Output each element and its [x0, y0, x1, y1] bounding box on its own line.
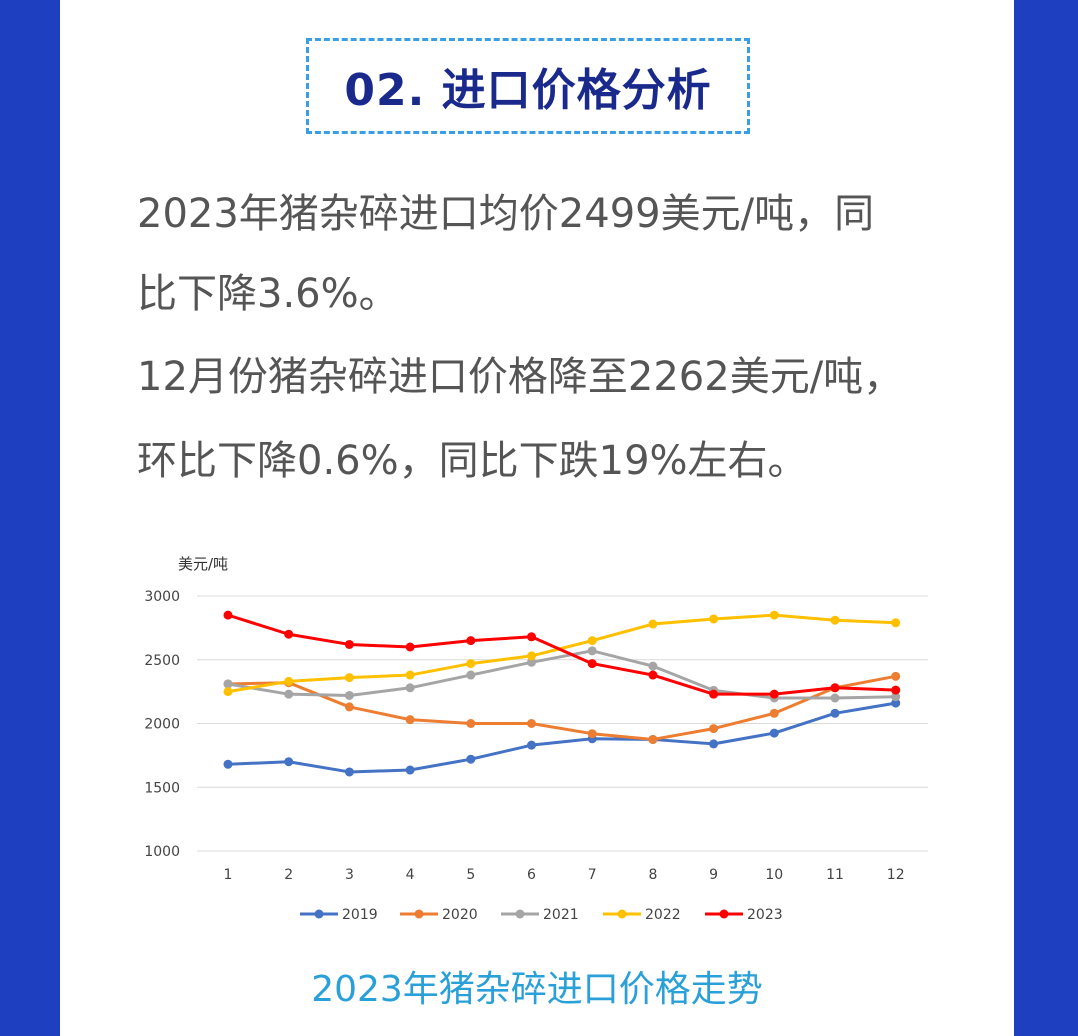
legend-marker-2022: [617, 909, 627, 919]
legend-label-2021: 2021: [543, 907, 579, 923]
y-tick-label: 2500: [144, 653, 180, 669]
legend-marker-2019: [314, 909, 324, 919]
legend-label-2019: 2019: [342, 907, 378, 923]
x-tick-label: 5: [466, 867, 475, 883]
x-tick-label: 8: [648, 867, 657, 883]
data-point-2020: [587, 729, 597, 739]
x-tick-label: 1: [224, 867, 233, 883]
x-tick-label: 3: [345, 867, 354, 883]
data-point-2019: [466, 754, 476, 764]
x-tick-label: 12: [887, 867, 905, 883]
data-point-2019: [284, 757, 294, 767]
section-title: 02. 进口价格分析: [344, 65, 712, 116]
data-point-2023: [891, 685, 901, 695]
data-point-2021: [223, 679, 233, 689]
data-point-2020: [344, 702, 354, 712]
data-point-2022: [466, 659, 476, 669]
data-point-2023: [830, 683, 840, 693]
data-point-2020: [709, 724, 719, 734]
data-point-2023: [344, 639, 354, 649]
data-point-2019: [344, 767, 354, 777]
x-tick-label: 11: [826, 867, 844, 883]
data-point-2020: [648, 734, 658, 744]
data-point-2022: [223, 687, 233, 697]
data-point-2023: [527, 632, 536, 642]
data-point-2021: [587, 646, 597, 656]
paragraph-line-3: 12月份猪杂碎进口价格降至2262美元/吨，: [137, 354, 904, 400]
data-point-2023: [223, 610, 233, 620]
data-point-2022: [830, 615, 840, 625]
data-point-2022: [344, 673, 354, 683]
legend-label-2020: 2020: [442, 907, 478, 923]
x-tick-label: 10: [765, 867, 783, 883]
x-tick-label: 2: [284, 867, 293, 883]
data-point-2020: [466, 719, 476, 728]
data-point-2019: [891, 698, 901, 708]
y-tick-label: 3000: [144, 589, 180, 605]
data-point-2019: [830, 708, 840, 718]
data-point-2021: [830, 693, 840, 703]
data-point-2020: [769, 708, 779, 718]
paragraph-line-4: 环比下降0.6%，同比下跌19%左右。: [137, 438, 808, 484]
legend-label-2023: 2023: [747, 907, 783, 923]
series-line-2019: [227, 701, 896, 774]
data-point-2023: [587, 659, 597, 669]
legend-marker-2023: [719, 909, 729, 919]
data-point-2019: [223, 759, 233, 769]
legend-label-2022: 2022: [645, 907, 681, 923]
legend-marker-2020: [414, 909, 424, 919]
y-tick-label: 1500: [144, 780, 180, 796]
data-point-2021: [527, 657, 536, 667]
data-point-2023: [709, 689, 719, 699]
data-point-2019: [769, 728, 779, 738]
section-title-box: 02. 进口价格分析: [306, 38, 750, 134]
data-point-2022: [891, 618, 901, 628]
data-point-2020: [891, 671, 901, 681]
paragraph-line-2: 比下降3.6%。: [137, 271, 399, 317]
chart-caption: 2023年猪杂碎进口价格走势: [311, 969, 763, 1010]
x-tick-label: 9: [709, 867, 718, 883]
data-point-2022: [709, 614, 719, 624]
data-point-2021: [405, 683, 415, 693]
data-point-2022: [769, 610, 779, 620]
paragraph-line-1: 2023年猪杂碎进口均价2499美元/吨，同: [137, 191, 875, 237]
content-panel: 02. 进口价格分析 2023年猪杂碎进口均价2499美元/吨，同 比下降3.6…: [60, 0, 1014, 1036]
x-tick-label: 7: [588, 867, 597, 883]
data-point-2021: [284, 689, 294, 699]
y-tick-label: 1000: [144, 844, 180, 860]
data-point-2022: [405, 670, 415, 680]
data-point-2020: [527, 719, 536, 728]
data-point-2021: [466, 670, 476, 680]
data-point-2019: [527, 740, 536, 750]
x-tick-label: 4: [406, 867, 415, 883]
data-point-2020: [405, 715, 415, 725]
x-tick-label: 6: [527, 867, 536, 883]
y-tick-label: 2000: [144, 717, 180, 733]
data-point-2022: [527, 651, 536, 661]
data-point-2022: [587, 636, 597, 646]
data-point-2023: [405, 642, 415, 652]
series-line-2022: [227, 613, 896, 694]
data-point-2019: [405, 765, 415, 775]
data-point-2021: [891, 692, 901, 702]
data-point-2022: [284, 676, 294, 686]
series-line-2020: [227, 674, 896, 741]
y-axis-label: 美元/吨: [178, 555, 228, 573]
data-point-2021: [344, 690, 354, 700]
data-point-2023: [769, 689, 779, 699]
data-point-2023: [284, 629, 294, 639]
data-point-2021: [648, 661, 658, 671]
data-point-2023: [466, 636, 476, 646]
data-point-2023: [648, 670, 658, 680]
data-point-2022: [648, 619, 658, 629]
series-line-2023: [227, 613, 896, 696]
series-line-2021: [227, 649, 896, 700]
legend-marker-2021: [515, 909, 525, 919]
data-point-2019: [709, 739, 719, 749]
